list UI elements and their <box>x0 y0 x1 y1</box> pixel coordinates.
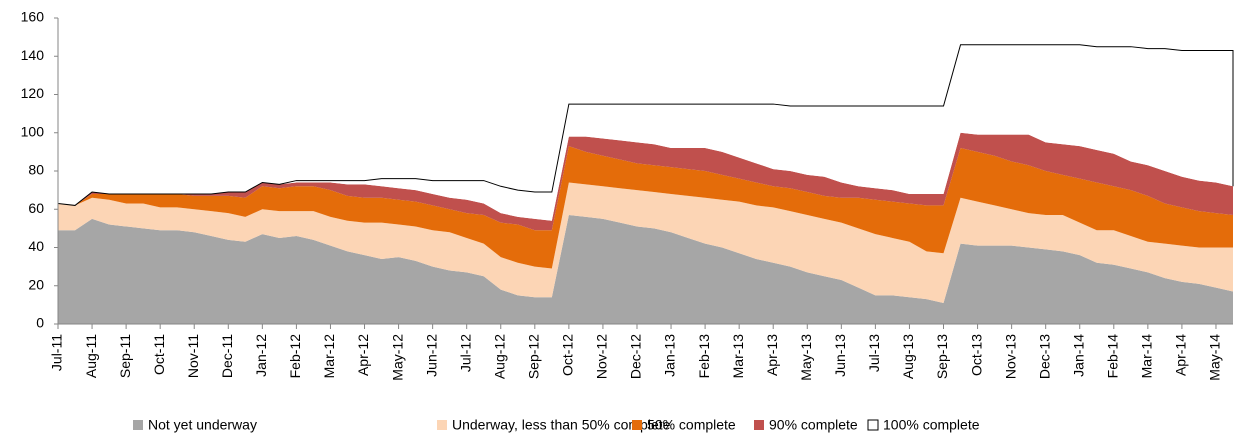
y-tick-label: 40 <box>28 238 44 254</box>
x-tick-label: Aug-12 <box>491 334 507 379</box>
y-tick-label: 160 <box>21 9 45 25</box>
x-tick-label: Dec-12 <box>628 334 644 379</box>
legend-item: Not yet underway <box>133 417 257 433</box>
y-tick-label: 60 <box>28 200 44 216</box>
area <box>58 146 1233 269</box>
legend-item: 90% complete <box>754 417 858 433</box>
x-tick-label: Apr-13 <box>764 334 780 376</box>
x-tick-label: Dec-13 <box>1036 334 1052 379</box>
y-tick-label: 0 <box>36 315 44 331</box>
x-tick-label: Nov-12 <box>594 334 610 379</box>
x-tick-label: Feb-12 <box>287 334 303 379</box>
x-tick-label: Jan-13 <box>662 334 678 377</box>
y-tick-label: 120 <box>21 85 45 101</box>
legend-item: 50% complete <box>632 417 736 433</box>
area <box>58 182 1233 303</box>
x-tick-label: Nov-11 <box>185 334 201 378</box>
legend-swatch <box>437 420 447 430</box>
legend-label: 90% complete <box>769 417 858 433</box>
x-tick-label: Aug-11 <box>83 334 99 378</box>
x-tick-label: Dec-11 <box>219 334 235 378</box>
legend-label: 100% complete <box>883 417 980 433</box>
x-tick-label: Jun-12 <box>423 334 439 377</box>
y-tick-label: 100 <box>21 123 45 139</box>
x-tick-label: Oct-11 <box>151 334 167 375</box>
legend-swatch <box>133 420 143 430</box>
x-tick-label: Jul-12 <box>457 334 473 372</box>
x-tick-label: Feb-14 <box>1105 334 1121 379</box>
y-tick-label: 20 <box>28 276 44 292</box>
x-tick-label: Feb-13 <box>696 334 712 379</box>
x-tick-label: Apr-12 <box>355 334 371 376</box>
legend-swatch <box>867 419 879 431</box>
area <box>58 132 1233 231</box>
x-tick-label: Sep-12 <box>526 334 542 379</box>
x-tick-label: Apr-14 <box>1173 334 1189 376</box>
x-tick-label: Mar-14 <box>1139 334 1155 379</box>
x-tick-label: Aug-13 <box>900 334 916 379</box>
area <box>58 44 1233 221</box>
x-tick-label: Mar-13 <box>730 334 746 379</box>
x-tick-label: Jan-12 <box>253 334 269 377</box>
x-tick-label: Oct-12 <box>560 334 576 376</box>
legend-label: 50% complete <box>647 417 736 433</box>
x-tick-label: May-12 <box>389 334 405 381</box>
x-tick-label: Jul-13 <box>866 334 882 372</box>
x-tick-label: May-13 <box>798 334 814 381</box>
area-outline <box>57 44 1234 206</box>
x-tick-label: May-14 <box>1207 334 1223 381</box>
x-tick-label: Jul-11 <box>49 334 65 371</box>
legend-item: 100% complete <box>867 417 980 433</box>
area <box>58 214 1233 324</box>
x-tick-label: Jan-14 <box>1070 334 1086 377</box>
legend-label: Not yet underway <box>148 417 257 433</box>
legend-swatch <box>754 420 764 430</box>
x-tick-label: Mar-12 <box>321 334 337 379</box>
legend-item: Underway, less than 50% complete <box>437 417 671 433</box>
legend-swatch <box>632 420 642 430</box>
legend-label: Underway, less than 50% complete <box>452 417 671 433</box>
x-tick-label: Sep-11 <box>117 334 133 378</box>
y-tick-label: 140 <box>21 47 45 63</box>
x-tick-label: Nov-13 <box>1002 334 1018 379</box>
x-tick-label: Oct-13 <box>968 334 984 376</box>
x-tick-label: Sep-13 <box>934 334 950 379</box>
y-tick-label: 80 <box>28 162 44 178</box>
x-tick-label: Jun-13 <box>832 334 848 377</box>
